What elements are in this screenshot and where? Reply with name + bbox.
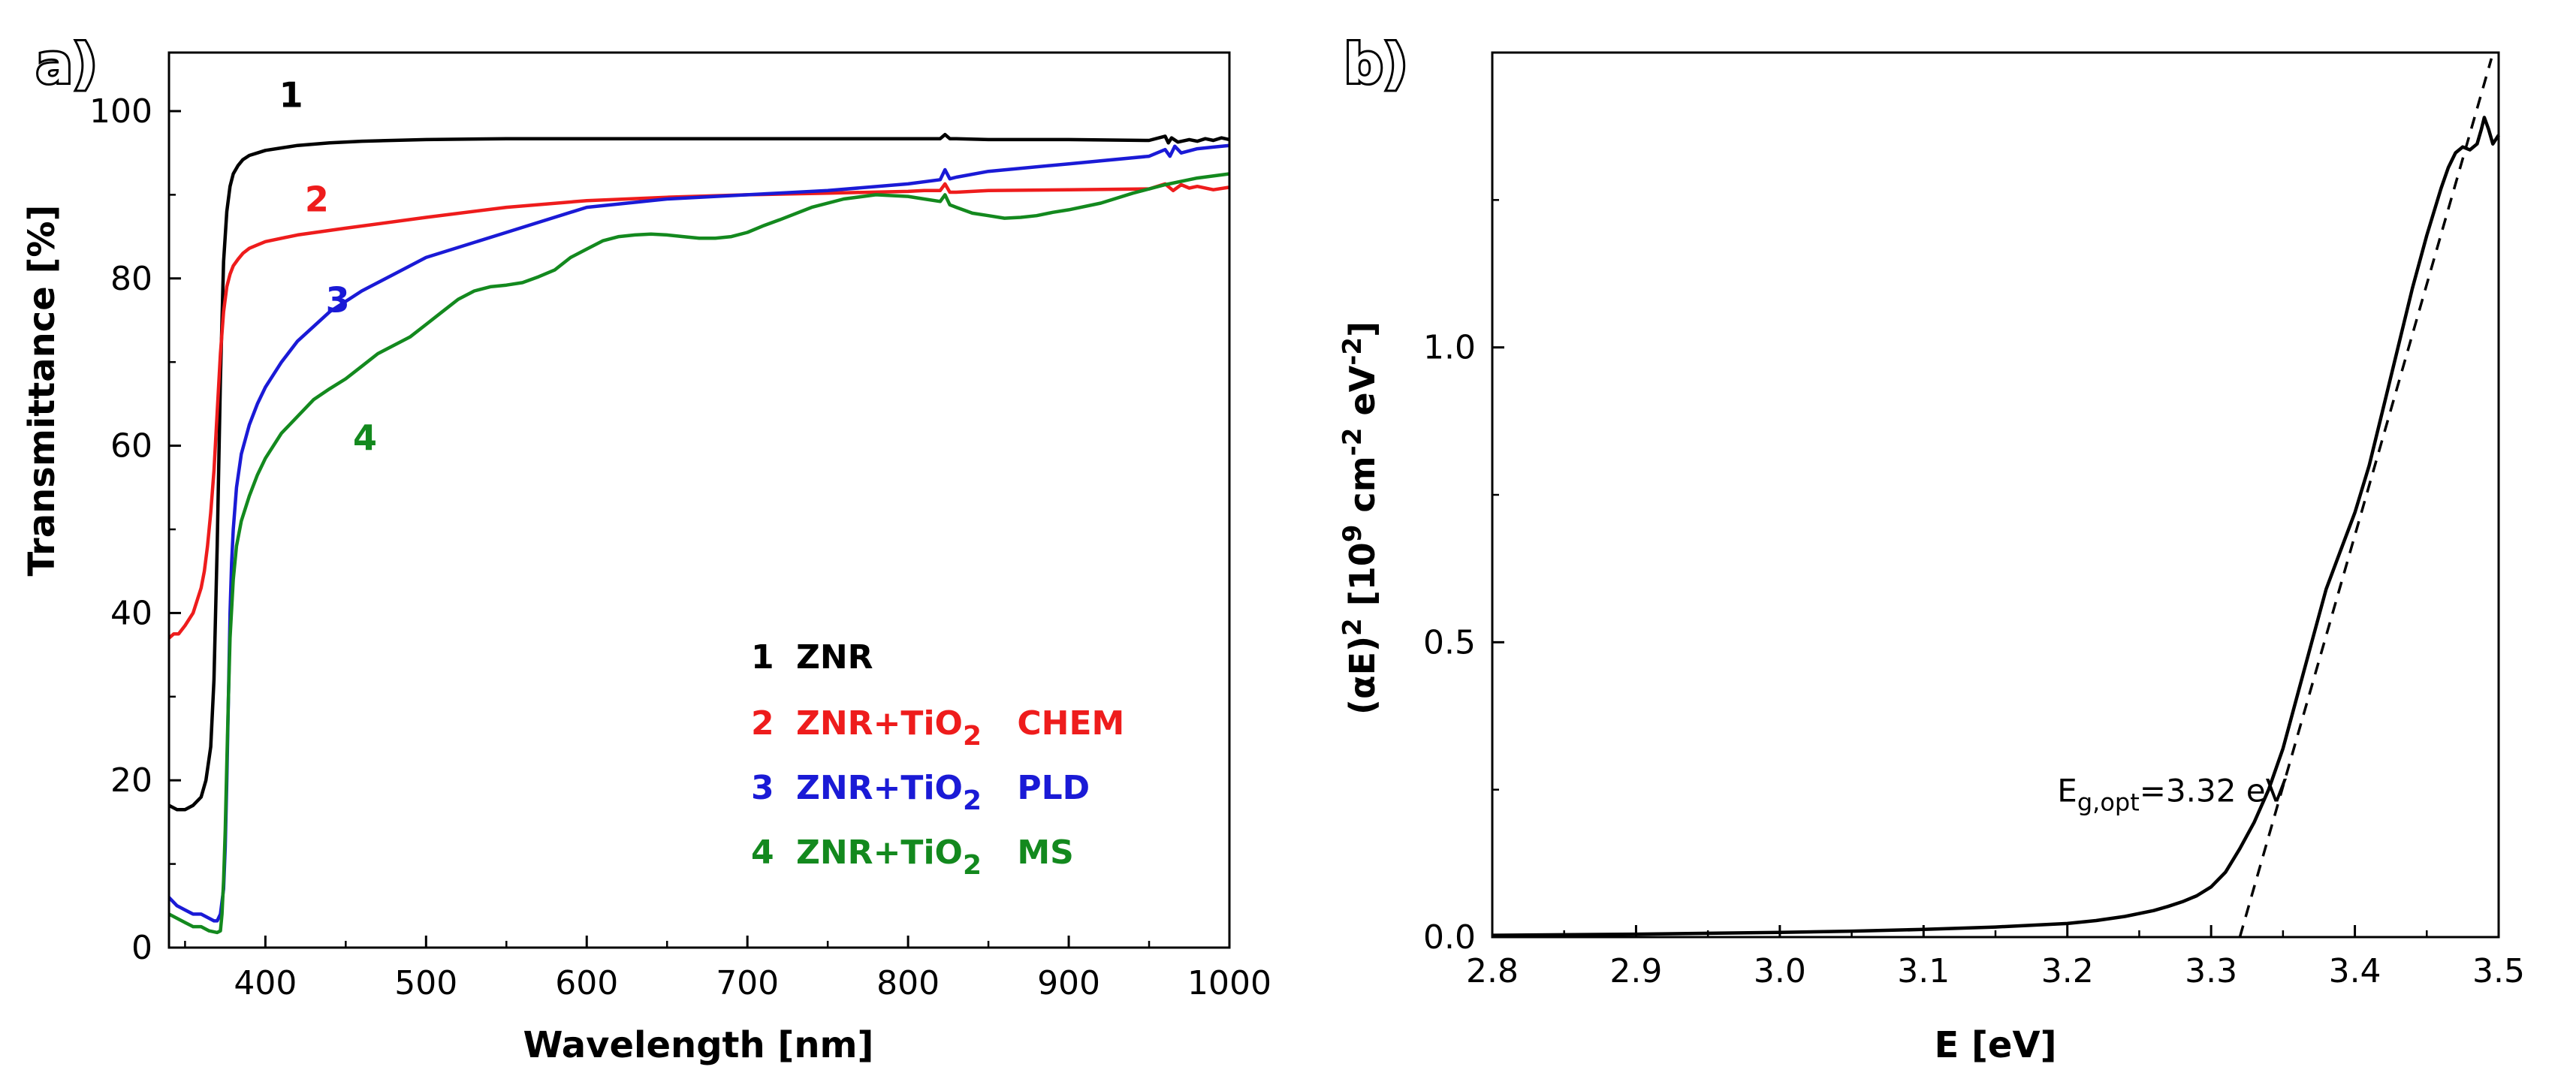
x-axis-label-b: E [eV] <box>1934 1024 2056 1066</box>
y-tick-label-b: 1.0 <box>1423 329 1476 367</box>
linear-fit-line <box>2238 58 2493 938</box>
panel-b-tauc-plot: b) 2.8 2.9 3.0 3.1 3.2 3.3 3.4 3.5 0.0 0.5 1.0 E [… <box>1338 30 2525 1066</box>
legend-4-num: 4 <box>751 833 774 872</box>
x-tick-label-b: 3.0 <box>1754 952 1806 990</box>
y-tick-label-b: 0.0 <box>1423 918 1476 957</box>
legend-3-suffix: PLD <box>1017 769 1090 807</box>
y-axis-label-a: Transmittance [%] <box>21 205 63 577</box>
plot-frame-b <box>1491 51 2500 939</box>
series-line-1 <box>167 132 1230 812</box>
panel-label-b: b) <box>1344 32 1407 95</box>
tauc-curve <box>1492 116 2500 937</box>
x-tick-label-a: 700 <box>716 964 779 1002</box>
x-tick-label-a: 1000 <box>1187 964 1271 1002</box>
legend-1-label: ZNR <box>796 638 873 677</box>
panel-label-a: a) <box>36 32 98 95</box>
series-label-3: 3 <box>326 279 350 320</box>
legend-2-num: 2 <box>751 704 774 743</box>
plot-area-b <box>1492 58 2500 938</box>
series-label-4: 4 <box>353 417 377 458</box>
bandgap-annotation: Eg,opt=3.32 eV <box>2057 772 2287 816</box>
legend-2-sub: 2 <box>963 721 982 752</box>
axes-a: 400 500 600 700 800 900 1000 0 20 40 60 80 100 <box>89 51 1271 1002</box>
x-tick-label-a: 400 <box>234 964 297 1002</box>
legend-3-num: 3 <box>751 769 774 807</box>
panel-a-transmittance-chart: a) 1 2 3 4 400 500 600 700 800 900 1000 0 20 40 60 80 1… <box>21 30 1271 1066</box>
x-tick-label-b: 3.4 <box>2329 952 2381 990</box>
x-tick-label-b: 3.1 <box>1897 952 1950 990</box>
legend-4-suffix: MS <box>1017 833 1073 872</box>
x-tick-label-b: 2.8 <box>1466 952 1519 990</box>
y-axis-label-b: (αE)2 [109 cm-2 eV-2] <box>1338 321 1383 715</box>
legend-3-sub: 2 <box>963 785 982 816</box>
x-axis-label-a: Wavelength [nm] <box>523 1024 874 1066</box>
x-tick-label-a: 800 <box>876 964 940 1002</box>
series-line-2 <box>167 182 1230 640</box>
x-tick-label-a: 500 <box>394 964 457 1002</box>
legend-1-num: 1 <box>751 638 774 677</box>
legend-2-label: ZNR+TiO <box>796 704 963 743</box>
y-tick-label-b: 0.5 <box>1423 623 1476 662</box>
y-tick-label-a: 100 <box>89 92 152 131</box>
series-line-3 <box>167 143 1230 923</box>
y-tick-label-a: 20 <box>110 761 152 800</box>
x-tick-label-a: 900 <box>1037 964 1100 1002</box>
x-tick-label-b: 3.2 <box>2041 952 2094 990</box>
x-tick-label-b: 3.5 <box>2472 952 2525 990</box>
axes-b: 2.8 2.9 3.0 3.1 3.2 3.3 3.4 3.5 0.0 0.5 1.0 <box>1423 51 2525 990</box>
legend-entry-3: 3 ZNR+TiO2 PLD <box>751 769 1090 818</box>
legend-a: 1 ZNR 2 ZNR+TiO2 CHEM 3 ZNR+TiO2 PLD 4 Z… <box>751 638 1124 882</box>
plot-frame-a <box>167 51 1231 949</box>
legend-entry-1: 1 ZNR <box>751 638 873 677</box>
series-label-1: 1 <box>279 74 303 115</box>
legend-entry-4: 4 ZNR+TiO2 MS <box>751 833 1074 882</box>
y-tick-label-a: 0 <box>131 929 152 967</box>
plot-area-a: 1 2 3 4 <box>167 74 1230 935</box>
legend-4-label: ZNR+TiO <box>796 833 963 872</box>
y-tick-label-a: 40 <box>110 594 152 632</box>
legend-entry-2: 2 ZNR+TiO2 CHEM <box>751 704 1124 753</box>
legend-2-suffix: CHEM <box>1017 704 1124 743</box>
series-label-2: 2 <box>305 179 329 220</box>
legend-3-label: ZNR+TiO <box>796 769 963 807</box>
x-tick-label-b: 3.3 <box>2185 952 2237 990</box>
legend-4-sub: 2 <box>963 850 982 881</box>
x-tick-label-a: 600 <box>555 964 618 1002</box>
series-line-4 <box>167 172 1230 935</box>
x-tick-label-b: 2.9 <box>1609 952 1662 990</box>
y-tick-label-a: 80 <box>110 260 152 298</box>
y-tick-label-a: 60 <box>110 427 152 466</box>
